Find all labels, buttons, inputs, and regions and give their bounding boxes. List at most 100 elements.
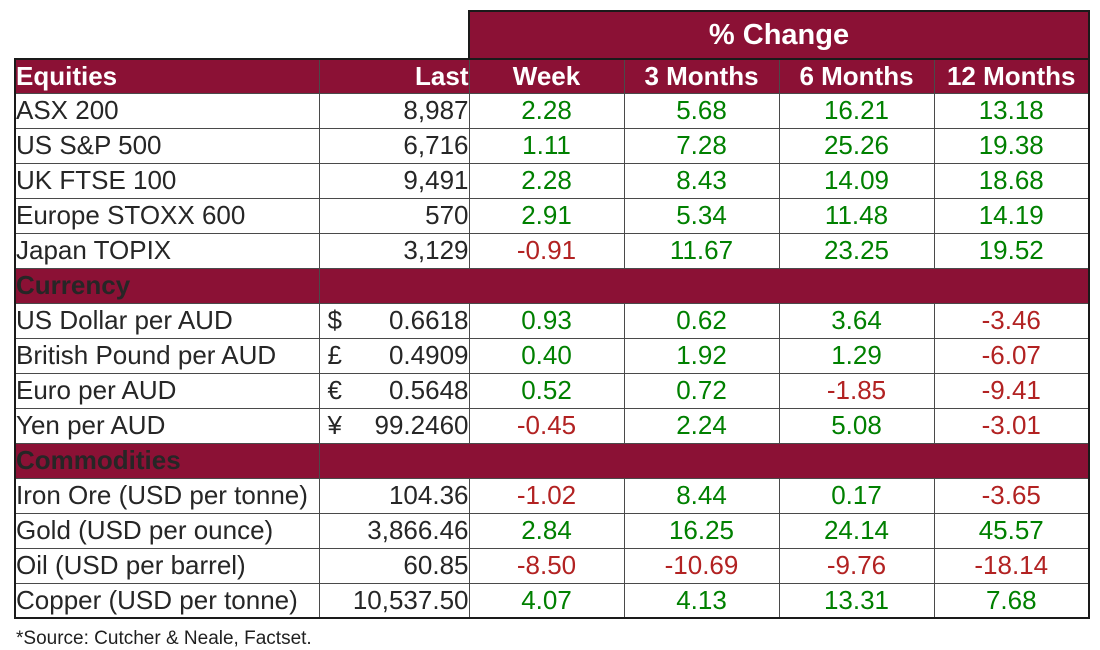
change-6-months: -9.76	[778, 547, 935, 584]
last-value: 0.6618	[388, 305, 469, 336]
col-header-week: Week	[468, 58, 625, 94]
change-12-months: -18.14	[933, 547, 1090, 584]
last-value-wrap: 6,716	[320, 130, 469, 161]
change-6-months: 16.21	[778, 92, 935, 129]
change-week: 2.84	[468, 512, 625, 549]
last-value-wrap: 570	[320, 200, 469, 231]
last-value-cell: 3,866.46	[318, 512, 470, 549]
change-3-months: 1.92	[623, 337, 780, 374]
col-header-last: Last	[318, 58, 470, 94]
change-3-months: -10.69	[623, 547, 780, 584]
table-row: Euro per AUD €0.5648 0.52 0.72 -1.85 -9.41	[14, 372, 1090, 409]
last-value-cell: 10,537.50	[318, 582, 470, 619]
change-3-months: 7.28	[623, 127, 780, 164]
last-value-cell: 9,491	[318, 162, 470, 199]
instrument-name: Copper (USD per tonne)	[14, 582, 320, 619]
change-3-months: 11.67	[623, 232, 780, 269]
change-12-months: 14.19	[933, 197, 1090, 234]
table-row: Gold (USD per ounce) 3,866.46 2.84 16.25 24.…	[14, 512, 1090, 549]
change-12-months: 19.38	[933, 127, 1090, 164]
change-6-months: -1.85	[778, 372, 935, 409]
last-value: 99.2460	[374, 410, 469, 441]
last-value-wrap: €0.5648	[320, 376, 469, 405]
table-row: Iron Ore (USD per tonne) 104.36 -1.02 8.44 0…	[14, 477, 1090, 514]
last-value-wrap: 10,537.50	[320, 586, 468, 615]
percent-change-banner: % Change	[468, 10, 1090, 58]
change-12-months: -6.07	[933, 337, 1090, 374]
change-3-months: 8.44	[623, 477, 780, 514]
instrument-name: Oil (USD per barrel)	[14, 547, 320, 584]
last-value-wrap: $0.6618	[320, 306, 469, 335]
change-3-months: 0.72	[623, 372, 780, 409]
instrument-name: Japan TOPIX	[14, 232, 320, 269]
last-value-wrap: 9,491	[320, 165, 469, 196]
table-row: British Pound per AUD £0.4909 0.40 1.92 1.29…	[14, 337, 1090, 374]
change-week: 0.52	[468, 372, 625, 409]
change-12-months: -9.41	[933, 372, 1090, 409]
instrument-name: Yen per AUD	[14, 407, 320, 444]
change-12-months: -3.46	[933, 302, 1090, 339]
last-value-cell: 60.85	[318, 547, 470, 584]
change-12-months: -3.65	[933, 477, 1090, 514]
change-week: -0.91	[468, 232, 625, 269]
col-header-equities: Equities	[14, 58, 320, 94]
change-week: -0.45	[468, 407, 625, 444]
instrument-name: Iron Ore (USD per tonne)	[14, 477, 320, 514]
section-fill	[318, 267, 1090, 304]
last-value-cell: 6,716	[318, 127, 470, 164]
change-12-months: 13.18	[933, 92, 1090, 129]
change-week: 0.40	[468, 337, 625, 374]
change-3-months: 0.62	[623, 302, 780, 339]
change-3-months: 5.34	[623, 197, 780, 234]
table-row: ASX 200 8,987 2.28 5.68 16.21 13.18	[14, 92, 1090, 129]
change-6-months: 25.26	[778, 127, 935, 164]
last-value: 9,491	[403, 165, 469, 196]
table-row: Copper (USD per tonne) 10,537.50 4.07 4.13 1…	[14, 582, 1090, 619]
last-value-wrap: 60.85	[320, 551, 468, 580]
change-6-months: 1.29	[778, 337, 935, 374]
col-header-3-months: 3 Months	[623, 58, 780, 94]
change-6-months: 11.48	[778, 197, 935, 234]
currency-symbol: $	[327, 305, 342, 336]
change-week: -1.02	[468, 477, 625, 514]
section-label: Currency	[14, 267, 320, 304]
last-value: 6,716	[403, 130, 469, 161]
last-value-wrap: 3,129	[320, 236, 468, 265]
change-6-months: 14.09	[778, 162, 935, 199]
change-3-months: 4.13	[623, 582, 780, 619]
instrument-name: Europe STOXX 600	[14, 197, 320, 234]
last-value-wrap: 104.36	[320, 481, 468, 510]
change-week: 2.28	[468, 162, 625, 199]
table-header-row: Equities Last Week 3 Months 6 Months 12 …	[14, 58, 1090, 94]
change-week: 0.93	[468, 302, 625, 339]
table-row: UK FTSE 100 9,491 2.28 8.43 14.09 18.68	[14, 162, 1090, 199]
section-fill	[318, 442, 1090, 479]
last-value-cell: 3,129	[318, 232, 470, 269]
last-value-cell: ¥99.2460	[318, 407, 470, 444]
last-value-wrap: 3,866.46	[320, 515, 469, 546]
table-row: US Dollar per AUD $0.6618 0.93 0.62 3.64 -3.4…	[14, 302, 1090, 339]
change-3-months: 2.24	[623, 407, 780, 444]
change-6-months: 0.17	[778, 477, 935, 514]
instrument-name: Euro per AUD	[14, 372, 320, 409]
instrument-name: British Pound per AUD	[14, 337, 320, 374]
last-value-wrap: 8,987	[320, 95, 469, 126]
last-value-cell: 570	[318, 197, 470, 234]
market-table-body: ASX 200 8,987 2.28 5.68 16.21 13.18 US S&P 500…	[14, 92, 1090, 619]
last-value: 570	[425, 200, 469, 231]
table-row: US S&P 500 6,716 1.11 7.28 25.26 19.38	[14, 127, 1090, 164]
last-value-wrap: ¥99.2460	[320, 411, 469, 440]
last-value: 0.4909	[388, 340, 469, 371]
last-value-cell: 104.36	[318, 477, 470, 514]
section-header-row: Currency	[14, 267, 1090, 304]
source-note: *Source: Cutcher & Neale, Factset.	[16, 628, 312, 649]
table-row: Oil (USD per barrel) 60.85 -8.50 -10.69 -9.7…	[14, 547, 1090, 584]
col-header-6-months: 6 Months	[778, 58, 935, 94]
last-value-cell: £0.4909	[318, 337, 470, 374]
change-3-months: 8.43	[623, 162, 780, 199]
last-value: 3,866.46	[367, 515, 469, 546]
change-week: 1.11	[468, 127, 625, 164]
change-6-months: 5.08	[778, 407, 935, 444]
last-value: 8,987	[403, 95, 469, 126]
